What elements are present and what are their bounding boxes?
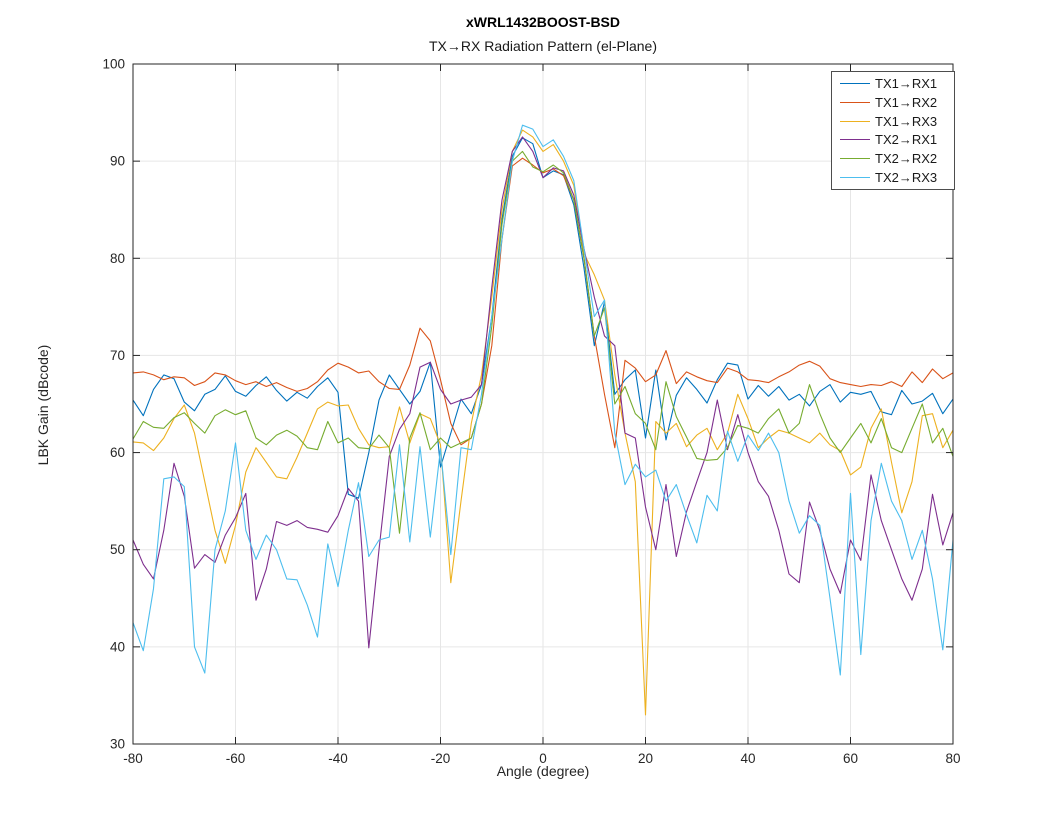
x-tick-label: -40 <box>328 751 348 766</box>
x-tick-label: 40 <box>740 751 755 766</box>
legend-entry: TX2→RX2 <box>832 150 954 168</box>
chart-subtitle: TX→RX Radiation Pattern (el-Plane) <box>429 38 657 54</box>
legend-entry: TX1→RX2 <box>832 93 954 111</box>
x-tick-label: 80 <box>945 751 960 766</box>
legend-swatch <box>840 158 870 160</box>
y-tick-label: 90 <box>110 154 125 169</box>
x-tick-label: -60 <box>226 751 246 766</box>
y-tick-label: 100 <box>102 57 125 72</box>
legend-label: TX1→RX2 <box>875 94 938 110</box>
legend-entry: TX1→RX1 <box>832 74 954 92</box>
y-tick-label: 30 <box>110 737 125 752</box>
y-tick-label: 80 <box>110 251 125 266</box>
legend-entry: TX1→RX3 <box>832 112 954 130</box>
series-line-TX1-to-RX3 <box>132 129 954 716</box>
series-line-TX2-to-RX3 <box>132 124 954 676</box>
x-tick-label: 20 <box>638 751 653 766</box>
legend-label: TX2→RX3 <box>875 170 938 186</box>
x-tick-label: -20 <box>431 751 451 766</box>
y-tick-label: 40 <box>110 639 125 654</box>
series-line-TX1-to-RX2 <box>132 157 954 449</box>
legend: TX1→RX1 TX1→RX2 TX1→RX3 TX2→RX1 TX2→RX2 TX2→R… <box>831 71 955 190</box>
legend-label: TX2→RX2 <box>875 151 938 167</box>
y-tick-label: 70 <box>110 348 125 363</box>
legend-label: TX1→RX3 <box>875 113 938 129</box>
y-tick-label: 50 <box>110 542 125 557</box>
legend-swatch <box>840 120 870 122</box>
y-axis-label: LBK Gain (dBcode) <box>35 344 51 466</box>
legend-entry: TX2→RX1 <box>832 131 954 149</box>
legend-label: TX2→RX1 <box>875 132 938 148</box>
x-tick-label: 0 <box>539 751 547 766</box>
series-line-TX2-to-RX1 <box>132 136 954 649</box>
legend-swatch <box>840 82 870 84</box>
legend-swatch <box>840 139 870 141</box>
legend-swatch <box>840 101 870 103</box>
legend-swatch <box>840 177 870 179</box>
x-axis-label: Angle (degree) <box>496 763 590 779</box>
y-tick-label: 60 <box>110 445 125 460</box>
x-tick-label: -80 <box>123 751 143 766</box>
x-tick-label: 60 <box>843 751 858 766</box>
legend-entry: TX2→RX3 <box>832 169 954 187</box>
legend-label: TX1→RX1 <box>875 75 938 91</box>
series-line-TX2-to-RX2 <box>132 150 954 534</box>
chart-title: xWRL1432BOOST-BSD <box>465 14 621 30</box>
